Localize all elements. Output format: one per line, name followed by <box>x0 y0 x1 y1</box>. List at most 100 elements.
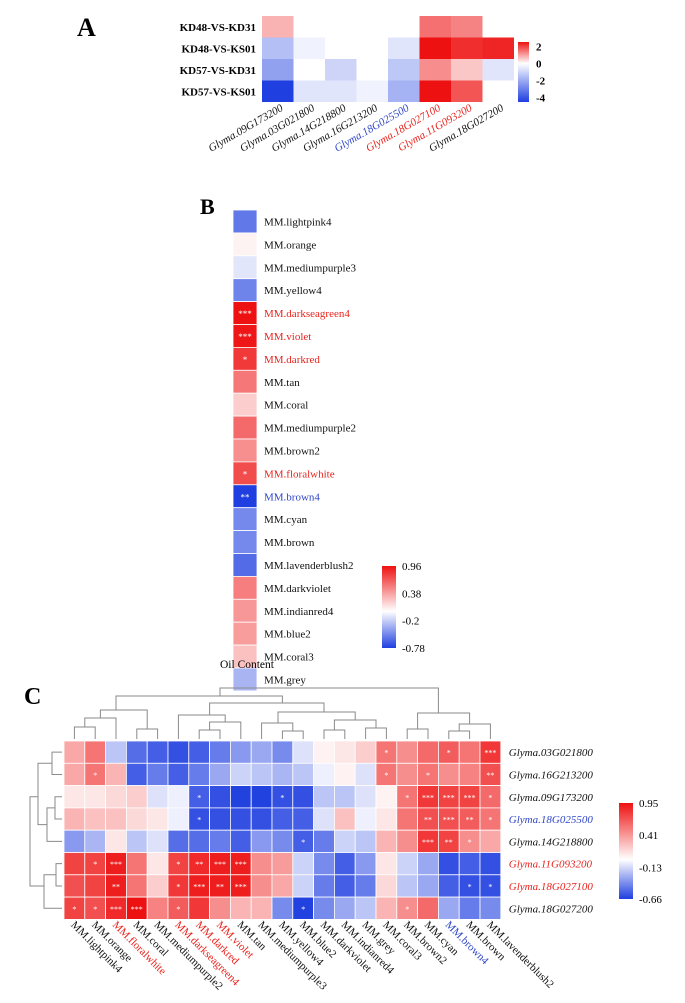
panel-c-significance: ** <box>216 882 224 891</box>
panel-b-colorbar-tick: -0.2 <box>402 616 419 628</box>
panel-c-cell <box>396 740 418 764</box>
panel-c-cell <box>396 829 418 853</box>
panel-a-cell <box>293 59 325 81</box>
panel-c-significance: *** <box>193 882 205 891</box>
panel-c-cell <box>271 829 294 853</box>
panel-c-cell <box>146 874 169 898</box>
panel-c-cell <box>126 829 148 853</box>
row-dendrogram-link <box>51 751 62 775</box>
panel-c-significance: *** <box>214 860 226 869</box>
panel-c-cell <box>292 807 314 831</box>
panel-c-cell <box>84 740 107 764</box>
panel-c-cell <box>84 829 107 853</box>
panel-a-cell <box>325 80 357 102</box>
panel-c-significance: ** <box>445 838 453 847</box>
panel-b-colorbar-tick: -0.78 <box>402 643 425 655</box>
panel-c-cell <box>375 874 398 898</box>
panel-c-colorbar-tick: -0.13 <box>639 862 662 874</box>
panel-b-colorbar-tick: 0.38 <box>402 588 422 600</box>
panel-c-correlation-heatmap: C* * **** * * *** * * *** *** *** ** ** *** ** ** *** ** *… <box>24 684 662 993</box>
panel-c-row-label: Glyma.18G027100 <box>509 881 594 893</box>
panel-c-cell <box>250 896 273 920</box>
panel-a-cell <box>356 80 388 102</box>
panel-c-cell <box>354 807 377 831</box>
panel-c-cell <box>417 874 439 898</box>
panel-b-cell <box>232 507 258 532</box>
panel-c-cell <box>105 785 127 809</box>
panel-b-row-label: MM.darkred <box>264 354 320 366</box>
panel-a-cell <box>482 59 514 81</box>
panel-b-x-label: Oil Content <box>220 659 275 671</box>
panel-a-cell <box>262 80 294 102</box>
panel-c-cell <box>105 829 127 853</box>
row-dendrogram-link <box>43 874 62 909</box>
panel-c-significance: * <box>447 749 451 758</box>
panel-c-cell <box>63 762 86 786</box>
panel-b-cell <box>232 369 258 394</box>
panel-c-significance: * <box>488 816 492 825</box>
panel-a-cell <box>262 59 294 81</box>
row-dendrogram-link <box>55 863 62 887</box>
panel-c-cell <box>313 762 335 786</box>
panel-c-cell <box>84 874 107 898</box>
column-dendrogram-link <box>209 702 325 715</box>
panel-c-cell <box>271 762 294 786</box>
panel-c-cell <box>375 896 398 920</box>
panel-c-cell <box>333 740 356 764</box>
panel-b-row-label: MM.indianred4 <box>264 606 334 618</box>
panel-c-cell <box>126 852 148 876</box>
panel-a-cell <box>325 16 357 38</box>
panel-c-cell <box>333 785 356 809</box>
panel-a-row-label: KD57-VS-KD31 <box>180 65 256 77</box>
panel-c-significance: * <box>197 816 201 825</box>
panel-a-cell <box>356 16 388 38</box>
panel-a-cell <box>482 80 514 102</box>
panel-c-cell <box>250 762 273 786</box>
panel-c-significance: *** <box>110 860 122 869</box>
panel-c-cell <box>63 829 86 853</box>
panel-c-cell <box>354 740 377 764</box>
panel-c-cell <box>396 807 418 831</box>
panel-b-significance: ** <box>241 492 251 502</box>
panel-c-letter: C <box>24 684 41 710</box>
panel-c-cell <box>437 762 460 786</box>
panel-c-cell <box>354 829 377 853</box>
panel-c-significance: * <box>384 771 388 780</box>
panel-c-cell <box>229 762 252 786</box>
panel-b-cell <box>232 209 258 234</box>
panel-c-cell <box>292 852 314 876</box>
panel-c-cell <box>458 896 481 920</box>
column-dendrogram-link <box>73 726 96 739</box>
panel-c-cell <box>250 807 273 831</box>
panel-c-colorbar-tick: -0.66 <box>639 894 662 906</box>
panel-c-cell <box>437 896 460 920</box>
panel-c-cell <box>354 785 377 809</box>
panel-c-cell <box>209 740 231 764</box>
panel-c-cell <box>229 785 252 809</box>
panel-c-cell <box>146 829 169 853</box>
panel-c-cell <box>333 852 356 876</box>
panel-c-cell <box>209 896 231 920</box>
panel-c-cell <box>188 896 211 920</box>
panel-a-row-label: KD48-VS-KS01 <box>181 43 256 55</box>
panel-c-cell <box>126 762 148 786</box>
panel-c-row-label: Glyma.11G093200 <box>509 859 593 871</box>
panel-b-row-label: MM.coral3 <box>264 652 314 664</box>
panel-b-row-label: MM.brown <box>264 537 315 549</box>
panel-c-cell <box>63 874 86 898</box>
panel-c-significance: * <box>93 905 97 914</box>
panel-b-cell <box>232 392 258 417</box>
panel-a-cell <box>388 37 420 59</box>
panel-c-row-label: Glyma.09G173200 <box>509 792 594 804</box>
panel-a-colorbar-tick: 2 <box>536 41 542 53</box>
panel-c-row-label: Glyma.18G025500 <box>509 814 594 826</box>
panel-c-significance: * <box>405 905 409 914</box>
panel-c-significance: * <box>280 793 284 802</box>
panel-a-cell <box>262 16 294 38</box>
panel-c-cell <box>250 785 273 809</box>
panel-b-colorbar-tick: 0.96 <box>402 561 422 573</box>
panel-c-cell <box>313 785 335 809</box>
panel-b-cell <box>232 598 258 623</box>
panel-c-significance: * <box>488 882 492 891</box>
panel-b-significance: *** <box>238 332 252 342</box>
